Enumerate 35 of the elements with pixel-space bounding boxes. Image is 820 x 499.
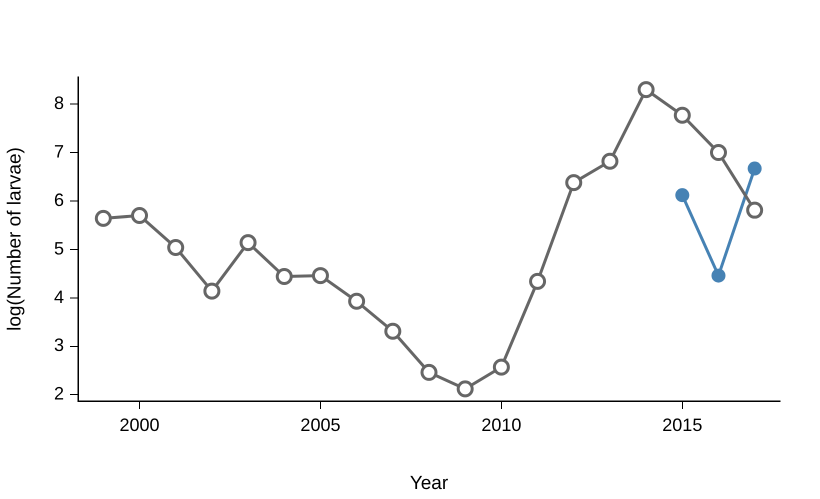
point xyxy=(131,207,148,224)
y-tick-label: 3 xyxy=(54,335,64,356)
y-tick-label: 8 xyxy=(54,93,64,114)
point xyxy=(456,380,474,398)
point xyxy=(710,144,727,162)
point xyxy=(711,268,726,283)
point xyxy=(384,322,402,340)
y-tick-label: 2 xyxy=(54,384,64,404)
y-tick-label: 4 xyxy=(54,286,64,307)
point xyxy=(601,152,618,170)
point xyxy=(167,238,184,256)
x-axis-title: Year xyxy=(410,472,449,494)
point xyxy=(420,364,438,381)
point xyxy=(94,210,112,227)
point xyxy=(492,358,510,376)
y-tick-label: 6 xyxy=(54,190,64,210)
point xyxy=(203,282,220,300)
point xyxy=(748,162,762,176)
y-tick-label: 7 xyxy=(54,142,64,162)
point xyxy=(675,188,690,202)
point xyxy=(348,292,366,310)
y-tick-label: 5 xyxy=(54,238,64,258)
x-tick-label: 2010 xyxy=(481,414,522,435)
point xyxy=(276,268,293,286)
point xyxy=(746,202,764,219)
x-tick-label: 2000 xyxy=(119,414,160,435)
y-axis-title: log(Number of larvae) xyxy=(4,147,26,331)
point xyxy=(312,267,329,284)
point xyxy=(638,81,655,98)
x-tick-label: 2015 xyxy=(662,414,702,435)
point xyxy=(674,106,691,124)
point xyxy=(529,272,546,290)
x-tick-label: 2005 xyxy=(300,414,340,435)
point xyxy=(565,174,582,192)
point xyxy=(240,234,257,252)
